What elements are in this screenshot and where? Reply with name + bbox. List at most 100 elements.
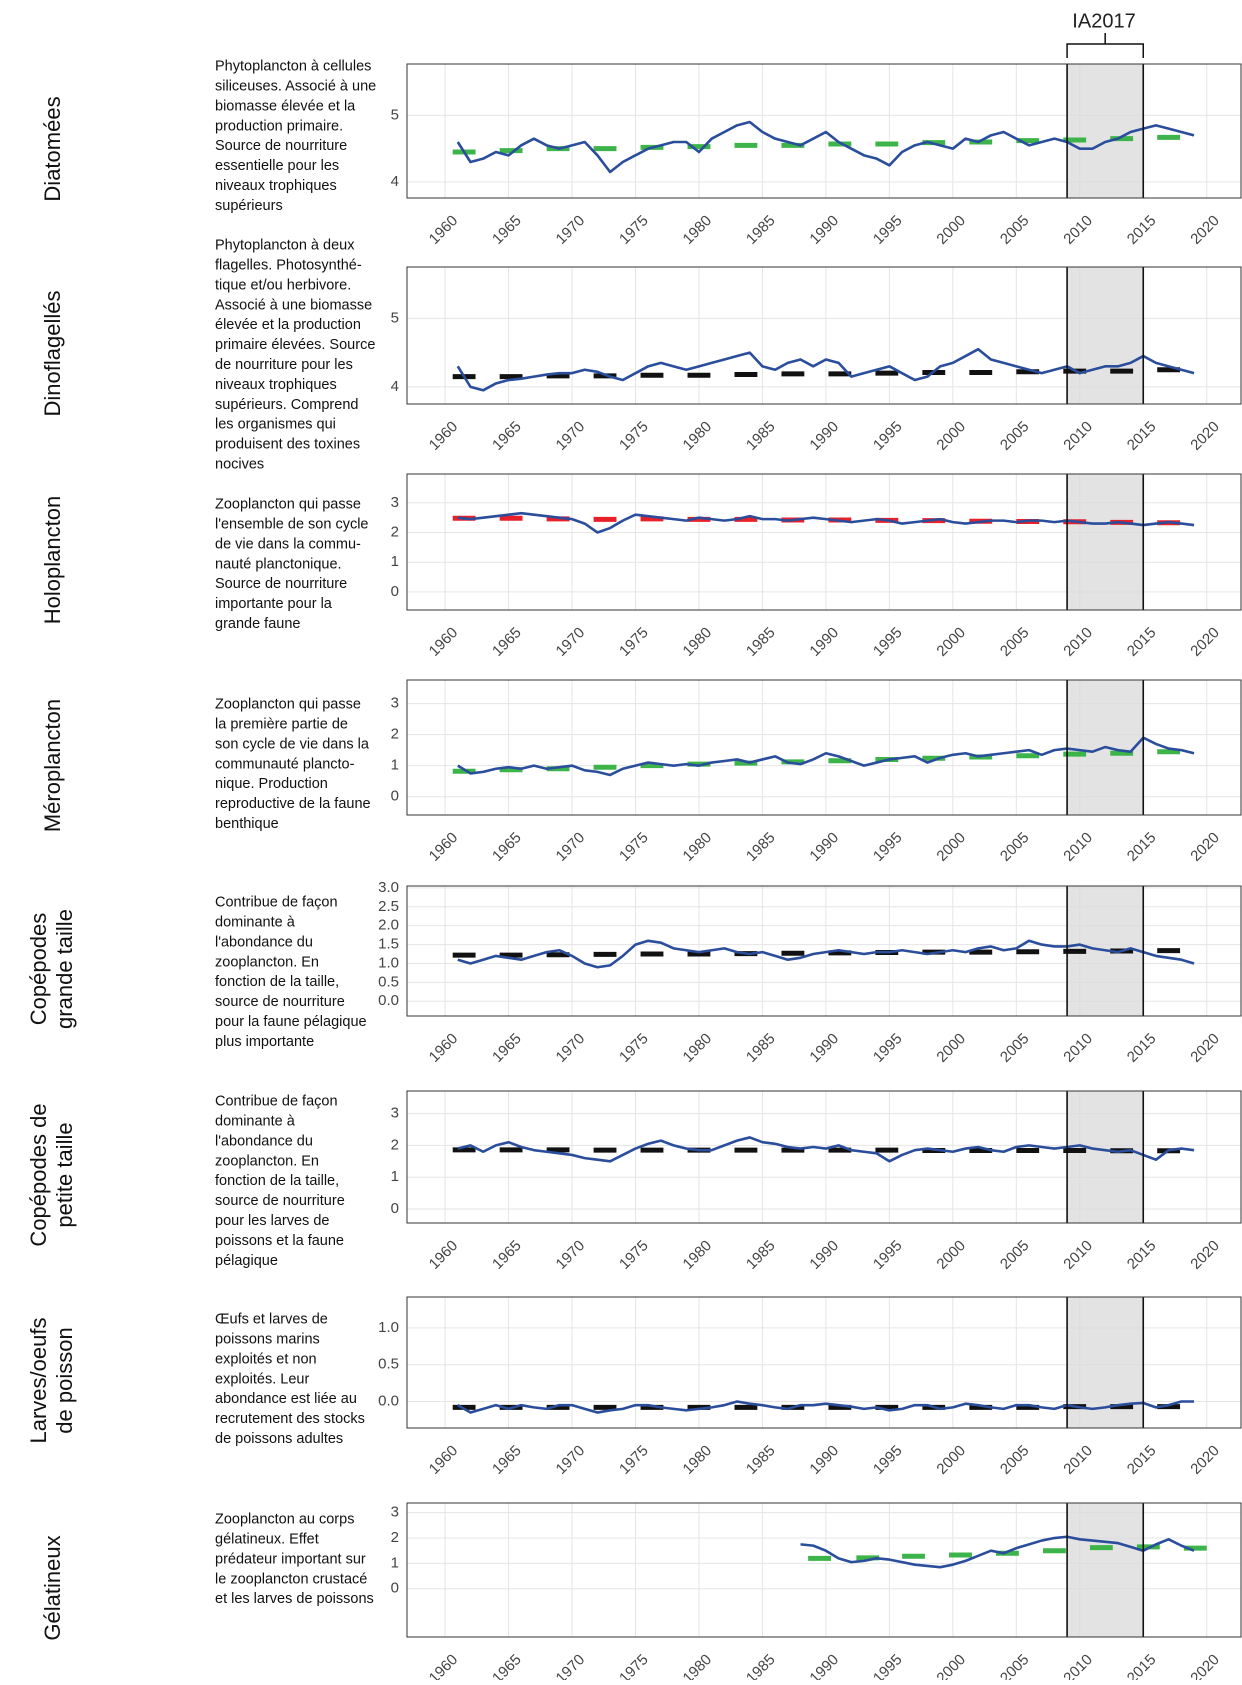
description-line: exploités. Leur — [215, 1371, 309, 1387]
description-line: Phytoplancton à deux — [215, 238, 355, 254]
description-line: niveaux trophiques — [215, 178, 337, 194]
x-tick-label: 1975 — [616, 1442, 652, 1478]
x-tick-label: 1980 — [680, 829, 716, 865]
x-tick-label: 2000 — [933, 1651, 969, 1680]
y-tick-label: 2 — [391, 523, 399, 540]
plot-data — [452, 120, 1195, 174]
description-line: benthique — [215, 816, 279, 832]
x-tick-label: 1990 — [806, 1237, 842, 1273]
x-tick-label: 1965 — [489, 1030, 525, 1066]
x-tick-label: 2020 — [1187, 1237, 1223, 1273]
x-tick-label: 1995 — [870, 624, 906, 660]
trend-line — [456, 347, 1195, 392]
description-line: pélagique — [215, 1253, 278, 1269]
highlight-region — [1067, 267, 1144, 404]
description-line: Œufs et larves de — [215, 1312, 328, 1328]
x-tick-label: 2005 — [997, 829, 1033, 865]
x-tick-label: 2005 — [997, 624, 1033, 660]
x-tick-label: 1995 — [870, 212, 906, 248]
y-tick-label: 1 — [391, 1168, 399, 1185]
x-tick-label: 2000 — [933, 1237, 969, 1273]
x-tick-label: 1985 — [743, 212, 779, 248]
x-tick-label: 1975 — [616, 1237, 652, 1273]
x-tick-label: 1960 — [426, 829, 462, 865]
description-line: niveaux trophiques — [215, 377, 337, 393]
description-line: les organismes qui — [215, 417, 336, 433]
description-line: Source de nourriture — [215, 576, 347, 592]
x-tick-label: 1985 — [743, 1442, 779, 1478]
x-tick-label: 1990 — [806, 1030, 842, 1066]
description-line: dominante à — [215, 1113, 296, 1129]
description-line: supérieurs — [215, 198, 283, 214]
row-label: Méroplancton — [40, 699, 65, 832]
trend-line — [457, 1400, 1195, 1414]
x-tick-label: 1995 — [870, 829, 906, 865]
description-line: plus importante — [215, 1034, 314, 1050]
description-line: Associé à une biomasse — [215, 297, 372, 313]
x-tick-label: 2010 — [1060, 418, 1096, 454]
plot-border — [406, 473, 1242, 611]
x-tick-label: 1980 — [680, 624, 716, 660]
description-line: Contribue de façon — [215, 1094, 338, 1110]
highlight-label: IA2017 — [1072, 10, 1135, 32]
x-tick-label: 1985 — [743, 418, 779, 454]
y-tick-label: 3 — [391, 695, 399, 712]
x-tick-label: 2000 — [933, 624, 969, 660]
x-tick-label: 1985 — [743, 624, 779, 660]
x-tick-label: 1980 — [680, 1030, 716, 1066]
description-line: produisent des toxines — [215, 437, 360, 453]
plot-border — [406, 63, 1242, 199]
y-tick-label: 5 — [391, 106, 399, 123]
y-tick-label: 1 — [391, 553, 399, 570]
description-line: élevée et la production — [215, 317, 361, 333]
y-tick-label: 1.5 — [378, 936, 399, 953]
description-line: primaire élevées. Source — [215, 337, 375, 353]
description-line: Phytoplancton à cellules — [215, 59, 371, 75]
description-line: nique. Production — [215, 776, 328, 792]
x-tick-label: 2020 — [1187, 1442, 1223, 1478]
description-line: abondance est liée au — [215, 1391, 357, 1407]
description-line: pour la faune pélagique — [215, 1014, 367, 1030]
x-tick-label: 2000 — [933, 212, 969, 248]
y-tick-label: 1.0 — [378, 1319, 399, 1336]
x-tick-label: 1980 — [680, 212, 716, 248]
trend-line — [457, 939, 1195, 969]
description-line: Zooplancton qui passe — [215, 497, 361, 513]
row-label: Gélatineux — [40, 1535, 65, 1640]
x-tick-label: 1960 — [426, 624, 462, 660]
x-tick-label: 2015 — [1124, 1237, 1160, 1273]
y-tick-label: 3 — [391, 1504, 399, 1521]
y-tick-label: 1.0 — [378, 954, 399, 971]
highlight-region — [1067, 1503, 1144, 1637]
x-tick-label: 1995 — [870, 1442, 906, 1478]
x-tick-label: 1965 — [489, 829, 525, 865]
y-tick-label: 0.5 — [378, 973, 399, 990]
row-label: petite taille — [52, 1122, 77, 1227]
x-tick-label: 2020 — [1187, 212, 1223, 248]
x-tick-label: 1990 — [806, 1442, 842, 1478]
x-tick-label: 1985 — [743, 1651, 779, 1680]
y-tick-label: 2 — [391, 1136, 399, 1153]
x-tick-label: 1990 — [806, 829, 842, 865]
x-tick-label: 2015 — [1124, 418, 1160, 454]
x-tick-label: 1980 — [680, 1442, 716, 1478]
plot-border — [406, 1502, 1242, 1638]
x-tick-label: 1960 — [426, 418, 462, 454]
description-line: nauté planctonique. — [215, 556, 342, 572]
x-tick-label: 1980 — [680, 418, 716, 454]
x-tick-label: 1965 — [489, 624, 525, 660]
description-line: siliceuses. Associé à une — [215, 78, 376, 94]
row-label: Copépodes de — [26, 1103, 51, 1246]
description-line: poissons marins — [215, 1331, 320, 1347]
trend-line — [457, 736, 1195, 777]
description-line: pour les larves de — [215, 1213, 329, 1229]
x-tick-label: 2015 — [1124, 829, 1160, 865]
x-tick-label: 2000 — [933, 829, 969, 865]
x-tick-label: 2005 — [997, 212, 1033, 248]
x-tick-label: 2015 — [1124, 1651, 1160, 1680]
plot-data — [452, 939, 1195, 969]
x-tick-label: 1960 — [426, 1237, 462, 1273]
description-line: de poissons adultes — [215, 1431, 343, 1447]
description-line: le zooplancton crustacé — [215, 1571, 367, 1587]
plot-data — [452, 736, 1195, 777]
